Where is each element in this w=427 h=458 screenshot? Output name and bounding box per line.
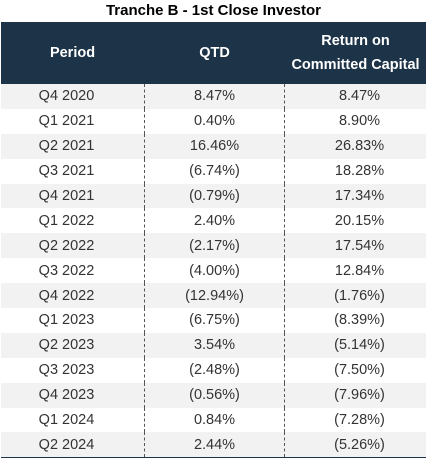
cell-qtd: 2.40% (144, 208, 285, 234)
table-row: Q1 2022 2.40% 20.15% (1, 208, 426, 234)
cell-period: Q2 2024 (38, 436, 95, 453)
cell-qtd: 16.46% (144, 133, 285, 159)
cell-qtd: (0.56%) (144, 382, 285, 408)
cell-period: Q3 2022 (38, 262, 95, 279)
table-row: Q4 2023 (0.56%) (7.96%) (1, 382, 426, 408)
cell-period: Q3 2021 (38, 163, 95, 180)
table-title: Tranche B - 1st Close Investor (105, 2, 322, 19)
table-row: Q4 2022 (12.94%) (1.76%) (1, 283, 426, 309)
cell-qtd: 3.54% (144, 332, 285, 358)
table-row: Q3 2022 (4.00%) 12.84% (1, 258, 426, 284)
cell-period: Q2 2022 (38, 237, 95, 254)
cell-period: Q4 2022 (38, 287, 95, 304)
cell-period: Q4 2023 (38, 387, 95, 404)
cell-return: (1.76%) (334, 287, 385, 304)
cell-return: 8.90% (338, 113, 381, 130)
table-row: Q2 2021 16.46% 26.83% (1, 133, 426, 159)
table-row: Q1 2021 0.40% 8.90% (1, 108, 426, 134)
header-period: Period (49, 45, 96, 61)
table-row: Q1 2024 0.84% (7.28%) (1, 407, 426, 433)
cell-period: Q1 2023 (38, 312, 95, 329)
table-row: Q2 2022 (2.17%) 17.54% (1, 233, 426, 259)
cell-return: (7.28%) (334, 412, 385, 429)
cell-return: 20.15% (334, 212, 385, 229)
table-body: Q4 2020 8.47% 8.47% Q1 2021 0.40% 8.90% Q2 202… (1, 84, 426, 458)
returns-table: Period QTD Return on Committed Capital Q… (1, 22, 426, 458)
table-row: Q2 2024 2.44% (5.26%) (1, 432, 426, 458)
cell-return: (5.14%) (334, 337, 385, 354)
cell-return: (7.96%) (334, 387, 385, 404)
cell-qtd: 0.84% (144, 407, 285, 433)
cell-return: 17.54% (334, 237, 385, 254)
cell-return: 26.83% (334, 138, 385, 155)
cell-return: 18.28% (334, 163, 385, 180)
cell-qtd: 0.40% (144, 108, 285, 134)
cell-return: (7.50%) (334, 362, 385, 379)
cell-return: (8.39%) (334, 312, 385, 329)
cell-period: Q1 2022 (38, 212, 95, 229)
cell-return: 17.34% (334, 188, 385, 204)
cell-period: Q1 2021 (38, 113, 95, 130)
table-row: Q3 2021 (6.74%) 18.28% (1, 158, 426, 184)
cell-qtd: 8.47% (144, 84, 285, 109)
cell-period: Q2 2021 (38, 138, 95, 155)
cell-return: 12.84% (334, 262, 385, 279)
cell-qtd: (12.94%) (144, 283, 285, 309)
table-row: Q1 2023 (6.75%) (8.39%) (1, 308, 426, 333)
cell-qtd: (2.48%) (144, 357, 285, 383)
header-return-on-committed-capital: Return on Committed Capital (291, 33, 420, 73)
cell-qtd: (4.00%) (144, 258, 285, 284)
cell-period: Q1 2024 (38, 412, 95, 429)
cell-return: (5.26%) (334, 436, 385, 453)
cell-period: Q4 2020 (38, 88, 95, 105)
cell-period: Q3 2023 (38, 362, 95, 379)
header-qtd: QTD (199, 45, 230, 61)
table-row: Q4 2021 (0.79%) 17.34% (1, 183, 426, 209)
cell-qtd: (0.79%) (144, 183, 285, 209)
cell-period: Q2 2023 (38, 337, 95, 354)
table-row: Q2 2023 3.54% (5.14%) (1, 332, 426, 358)
table-row: Q4 2020 8.47% 8.47% (1, 84, 426, 109)
cell-qtd: (6.75%) (144, 308, 285, 333)
cell-return: 8.47% (338, 88, 381, 105)
cell-period: Q4 2021 (38, 188, 95, 204)
cell-qtd: 2.44% (144, 432, 285, 458)
cell-qtd: (2.17%) (144, 233, 285, 259)
table-row: Q3 2023 (2.48%) (7.50%) (1, 357, 426, 383)
cell-qtd: (6.74%) (144, 158, 285, 184)
table-header: Period QTD Return on Committed Capital (1, 22, 426, 84)
